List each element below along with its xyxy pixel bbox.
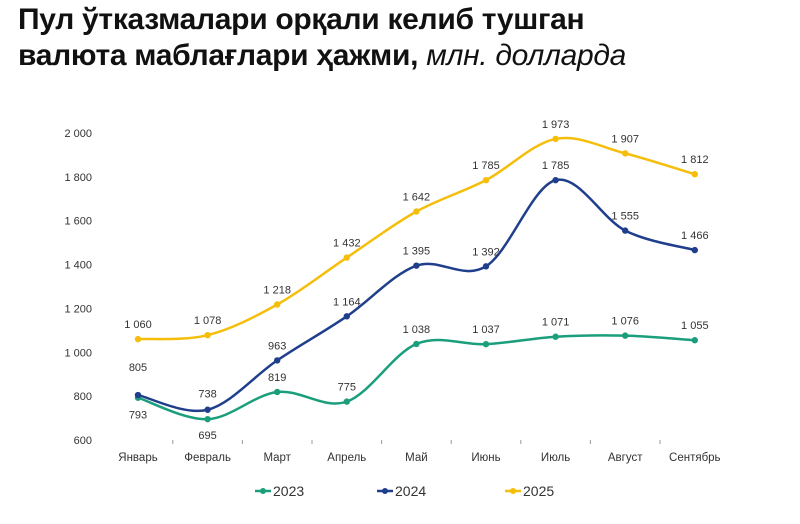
- data-point-2025: [622, 150, 629, 157]
- data-label-2024: 963: [268, 340, 286, 352]
- data-point-2024: [204, 406, 211, 413]
- data-point-2025: [343, 254, 350, 261]
- data-label-2025: 1 218: [263, 284, 291, 296]
- title-unit: млн. долларда: [426, 39, 627, 72]
- data-point-2023: [622, 332, 629, 339]
- data-point-2025: [691, 171, 698, 178]
- data-label-2025: 1 060: [124, 319, 152, 331]
- series-line-2023: [137, 334, 695, 421]
- chart-title: Пул ўтказмалари орқали келиб тушган валю…: [18, 2, 626, 74]
- x-tick-label: Март: [263, 452, 291, 464]
- data-point-2024: [482, 263, 490, 270]
- data-label-2023: 1 071: [542, 317, 570, 329]
- data-label-2023: 1 076: [611, 316, 639, 328]
- legend-label-2024: 2024: [395, 483, 426, 499]
- data-label-2023: 1 055: [681, 320, 709, 332]
- data-point-2024: [552, 176, 559, 184]
- legend-marker-2024: [382, 488, 388, 494]
- series-line-2025: [137, 136, 696, 341]
- data-point-2023: [482, 340, 490, 348]
- data-point-2023: [343, 398, 350, 405]
- x-tick-label: Август: [608, 452, 643, 464]
- title-line-2: валюта маблағлари ҳажми,: [18, 39, 419, 72]
- data-point-2024: [134, 391, 142, 399]
- data-point-2024: [622, 227, 629, 234]
- series-line-2024: [137, 178, 696, 413]
- data-label-2025: 1 812: [681, 154, 709, 166]
- x-tick-label: Июнь: [471, 452, 500, 464]
- data-point-2025: [134, 335, 142, 343]
- data-label-2025: 1 432: [333, 238, 361, 250]
- data-label-2024: 1 466: [681, 230, 709, 242]
- data-point-2024: [343, 313, 350, 320]
- data-label-2024: 805: [129, 362, 147, 374]
- y-tick-label: 600: [74, 435, 92, 447]
- x-tick-label: Апрель: [327, 452, 366, 464]
- data-label-2024: 1 164: [333, 296, 361, 308]
- data-label-2025: 1 785: [472, 160, 500, 172]
- data-point-2024: [413, 262, 420, 269]
- data-label-2025: 1 973: [542, 119, 570, 131]
- data-point-2025: [482, 176, 490, 184]
- x-tick-label: Июль: [541, 452, 570, 464]
- data-label-2024: 738: [198, 389, 216, 401]
- data-label-2023: 775: [338, 382, 356, 394]
- data-label-2024: 1 395: [403, 246, 431, 258]
- data-label-2024: 1 555: [611, 211, 639, 223]
- y-tick-label: 1 600: [64, 216, 92, 228]
- x-tick-label: Февраль: [184, 452, 231, 464]
- data-label-2025: 1 642: [403, 192, 431, 204]
- data-point-2025: [274, 301, 281, 308]
- legend-marker-2023: [260, 488, 266, 494]
- y-tick-label: 1 800: [64, 172, 92, 184]
- x-tick-label: Май: [405, 452, 428, 464]
- data-point-2023: [413, 340, 420, 348]
- x-tick-label: Сентябрь: [669, 452, 721, 464]
- title-line-1: Пул ўтказмалари орқали келиб тушган: [18, 3, 585, 36]
- data-point-2023: [691, 337, 698, 344]
- data-point-2024: [274, 357, 281, 364]
- y-tick-label: 1 400: [64, 260, 92, 272]
- data-label-2025: 1 907: [611, 133, 639, 145]
- data-point-2025: [413, 208, 420, 215]
- y-tick-label: 1 000: [64, 347, 92, 359]
- data-point-2023: [274, 388, 281, 396]
- data-point-2023: [204, 415, 211, 423]
- x-tick-label: Январь: [118, 452, 157, 464]
- data-point-2025: [204, 331, 211, 339]
- data-label-2023: 1 037: [472, 324, 500, 336]
- data-label-2024: 1 785: [542, 160, 570, 172]
- data-label-2024: 1 392: [472, 246, 500, 258]
- data-label-2023: 1 038: [403, 324, 431, 336]
- data-point-2025: [552, 135, 559, 143]
- y-tick-label: 2 000: [64, 128, 92, 140]
- data-point-2024: [691, 246, 698, 254]
- legend-marker-2025: [510, 488, 516, 494]
- data-label-2023: 695: [198, 430, 216, 442]
- y-tick-label: 1 200: [64, 303, 92, 315]
- data-point-2023: [552, 333, 559, 340]
- legend-label-2023: 2023: [273, 483, 304, 499]
- data-label-2023: 793: [129, 410, 147, 422]
- data-label-2023: 819: [268, 372, 286, 384]
- legend-label-2025: 2025: [523, 483, 554, 499]
- data-label-2025: 1 078: [194, 315, 222, 327]
- y-tick-label: 800: [74, 391, 92, 403]
